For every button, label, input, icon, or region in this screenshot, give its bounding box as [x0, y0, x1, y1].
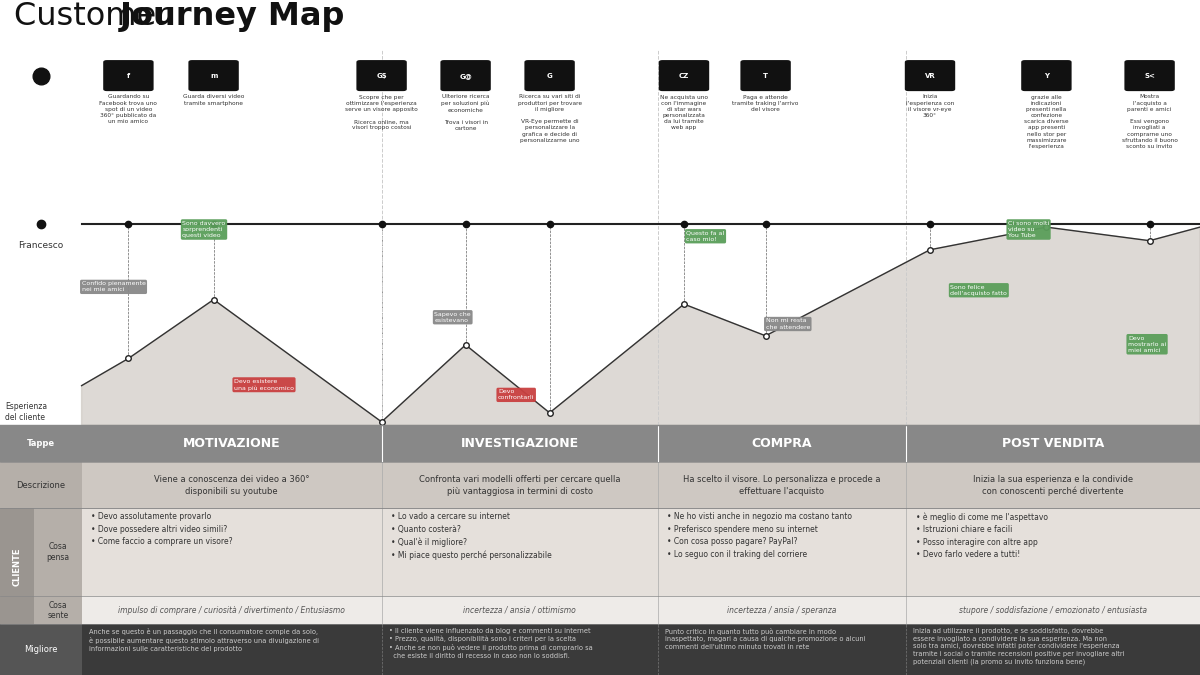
Text: Descrizione: Descrizione [17, 481, 65, 490]
Text: • è meglio di come me l'aspettavo
• Istruzioni chiare e facili
• Posso interagir: • è meglio di come me l'aspettavo • Istr… [916, 512, 1048, 560]
Text: Inizia ad utilizzare il prodotto, e se soddisfatto, dovrebbe
essere invogliato a: Inizia ad utilizzare il prodotto, e se s… [913, 628, 1124, 666]
FancyBboxPatch shape [188, 60, 239, 91]
Bar [0, 624, 82, 675]
Text: INVESTIGAZIONE: INVESTIGAZIONE [461, 437, 578, 450]
Text: Sono davvero
sorprendenti
questi video: Sono davvero sorprendenti questi video [182, 221, 226, 238]
FancyBboxPatch shape [1021, 60, 1072, 91]
Text: incertezza / ansia / speranza: incertezza / ansia / speranza [727, 605, 836, 615]
FancyBboxPatch shape [905, 60, 955, 91]
Text: G$: G$ [377, 73, 386, 78]
Text: m: m [210, 73, 217, 78]
Text: Esperienza
del cliente: Esperienza del cliente [5, 402, 47, 422]
Text: COMPRA: COMPRA [751, 437, 812, 450]
Text: incertezza / ansia / ottimismo: incertezza / ansia / ottimismo [463, 605, 576, 615]
Text: Ne acquista uno
con l'immagine
di star wars
personalizzata
da lui tramite
web ap: Ne acquista uno con l'immagine di star w… [660, 95, 708, 130]
Text: Devo
mostrarlo ai
miei amici: Devo mostrarlo ai miei amici [1128, 335, 1166, 353]
FancyBboxPatch shape [356, 60, 407, 91]
Text: Viene a conoscenza dei video a 360°
disponibili su youtube: Viene a conoscenza dei video a 360° disp… [154, 475, 310, 495]
Text: Ricerca su vari siti di
produttori per trovare
il migliore

VR-Eye permette di
p: Ricerca su vari siti di produttori per t… [517, 95, 582, 143]
Text: Ha scelto il visore. Lo personalizza e procede a
effettuare l'acquisto: Ha scelto il visore. Lo personalizza e p… [683, 475, 881, 495]
Text: Anche se questo è un passaggio che il consumatore compie da solo,
è possibile au: Anche se questo è un passaggio che il co… [89, 628, 319, 651]
Bar [0, 508, 1200, 596]
Text: MOTIVAZIONE: MOTIVAZIONE [182, 437, 281, 450]
Text: Customer: Customer [14, 1, 180, 32]
Text: Scopre che per
ottimizzare l'esperienza
serve un visore apposito

Ricerca online: Scopre che per ottimizzare l'esperienza … [346, 95, 418, 130]
Text: VR: VR [925, 73, 935, 78]
Text: CZ: CZ [679, 73, 689, 78]
Bar [0, 462, 82, 508]
Bar [35, 508, 82, 596]
Bar [0, 596, 1200, 624]
Text: Inizia la sua esperienza e la condivide
con conoscenti perché divertente: Inizia la sua esperienza e la condivide … [973, 475, 1133, 496]
Text: POST VENDITA: POST VENDITA [1002, 437, 1104, 450]
Text: stupore / soddisfazione / emozionato / entusiasta: stupore / soddisfazione / emozionato / e… [959, 605, 1147, 615]
FancyBboxPatch shape [659, 60, 709, 91]
Text: Confronta vari modelli offerti per cercare quella
più vantaggiosa in termini di : Confronta vari modelli offerti per cerca… [419, 475, 620, 495]
FancyBboxPatch shape [440, 60, 491, 91]
FancyBboxPatch shape [103, 60, 154, 91]
Text: Ulteriore ricerca
per soluzioni più
economiche

Trova i visori in
cartone: Ulteriore ricerca per soluzioni più econ… [442, 95, 490, 131]
Text: G: G [547, 73, 552, 78]
Text: Migliore: Migliore [24, 645, 58, 654]
Text: • Il cliente viene influenzato da blog e commenti su internet
• Prezzo, qualità,: • Il cliente viene influenzato da blog e… [389, 628, 593, 659]
Bar [0, 425, 1200, 462]
Text: Confido pienamente
nei mie amici: Confido pienamente nei mie amici [82, 281, 145, 292]
Text: • Ne ho visti anche in negozio ma costano tanto
• Preferisco spendere meno su in: • Ne ho visti anche in negozio ma costan… [667, 512, 852, 559]
Text: T: T [763, 73, 768, 78]
Text: Inizia
l'esperienza con
il visore vr-eye
360°: Inizia l'esperienza con il visore vr-eye… [906, 95, 954, 118]
Text: Questo fa al
caso mio!: Questo fa al caso mio! [686, 231, 725, 242]
FancyBboxPatch shape [1124, 60, 1175, 91]
Text: grazie alle
indicazioni
presenti nella
confezione
scarica diverse
app presenti
n: grazie alle indicazioni presenti nella c… [1024, 95, 1069, 149]
Text: Sono felice
dell'acquisto fatto: Sono felice dell'acquisto fatto [950, 285, 1007, 296]
Text: Mostra
l'acquisto a
parenti e amici

Essi vengono
invogliati a
comprarne uno
sfr: Mostra l'acquisto a parenti e amici Essi… [1122, 95, 1177, 149]
Text: Devo esistere
una più economico: Devo esistere una più economico [234, 379, 294, 391]
Text: impulso di comprare / curiosità / divertimento / Entusiasmo: impulso di comprare / curiosità / divert… [118, 605, 346, 615]
Text: Punto critico in quanto tutto può cambiare in modo
inaspettato, magari a causa d: Punto critico in quanto tutto può cambia… [665, 628, 865, 650]
Text: Devo
confrontarli: Devo confrontarli [498, 389, 534, 400]
Text: S<: S< [1144, 73, 1156, 78]
FancyBboxPatch shape [740, 60, 791, 91]
Bar [0, 462, 1200, 508]
Text: Non mi resta
che attendere: Non mi resta che attendere [766, 319, 810, 329]
Text: • Devo assolutamente provarlo
• Dove possedere altri video simili?
• Come faccio: • Devo assolutamente provarlo • Dove pos… [91, 512, 233, 546]
Bar [0, 624, 1200, 675]
Bar [35, 596, 82, 624]
Text: G@: G@ [460, 73, 472, 78]
Text: • Lo vado a cercare su internet
• Quanto costerà?
• Qual'è il migliore?
• Mi pia: • Lo vado a cercare su internet • Quanto… [391, 512, 552, 560]
Bar [0, 508, 35, 624]
Text: Sapevo che
esistevano: Sapevo che esistevano [434, 312, 472, 323]
Text: Cosa
pensa: Cosa pensa [47, 543, 70, 562]
Text: Francesco: Francesco [18, 240, 64, 250]
Text: f: f [127, 73, 130, 78]
Text: Paga e attende
tramite traking l'arrivo
del visore: Paga e attende tramite traking l'arrivo … [732, 95, 799, 112]
Text: Y: Y [1044, 73, 1049, 78]
Text: Guarda diversi video
tramite smartphone: Guarda diversi video tramite smartphone [182, 95, 245, 106]
Text: Tappe: Tappe [26, 439, 55, 448]
Text: Journey Map: Journey Map [120, 1, 346, 32]
Polygon shape [82, 227, 1200, 425]
Text: CLIENTE: CLIENTE [13, 547, 22, 586]
FancyBboxPatch shape [524, 60, 575, 91]
Text: Ci sono molti
video su
You Tube: Ci sono molti video su You Tube [1008, 221, 1049, 238]
Bar [0, 49, 1200, 425]
Text: Cosa
sente: Cosa sente [47, 601, 68, 620]
Text: Guardando su
Facebook trova uno
spot di un video
360° pubblicato da
un mio amico: Guardando su Facebook trova uno spot di … [100, 95, 157, 124]
